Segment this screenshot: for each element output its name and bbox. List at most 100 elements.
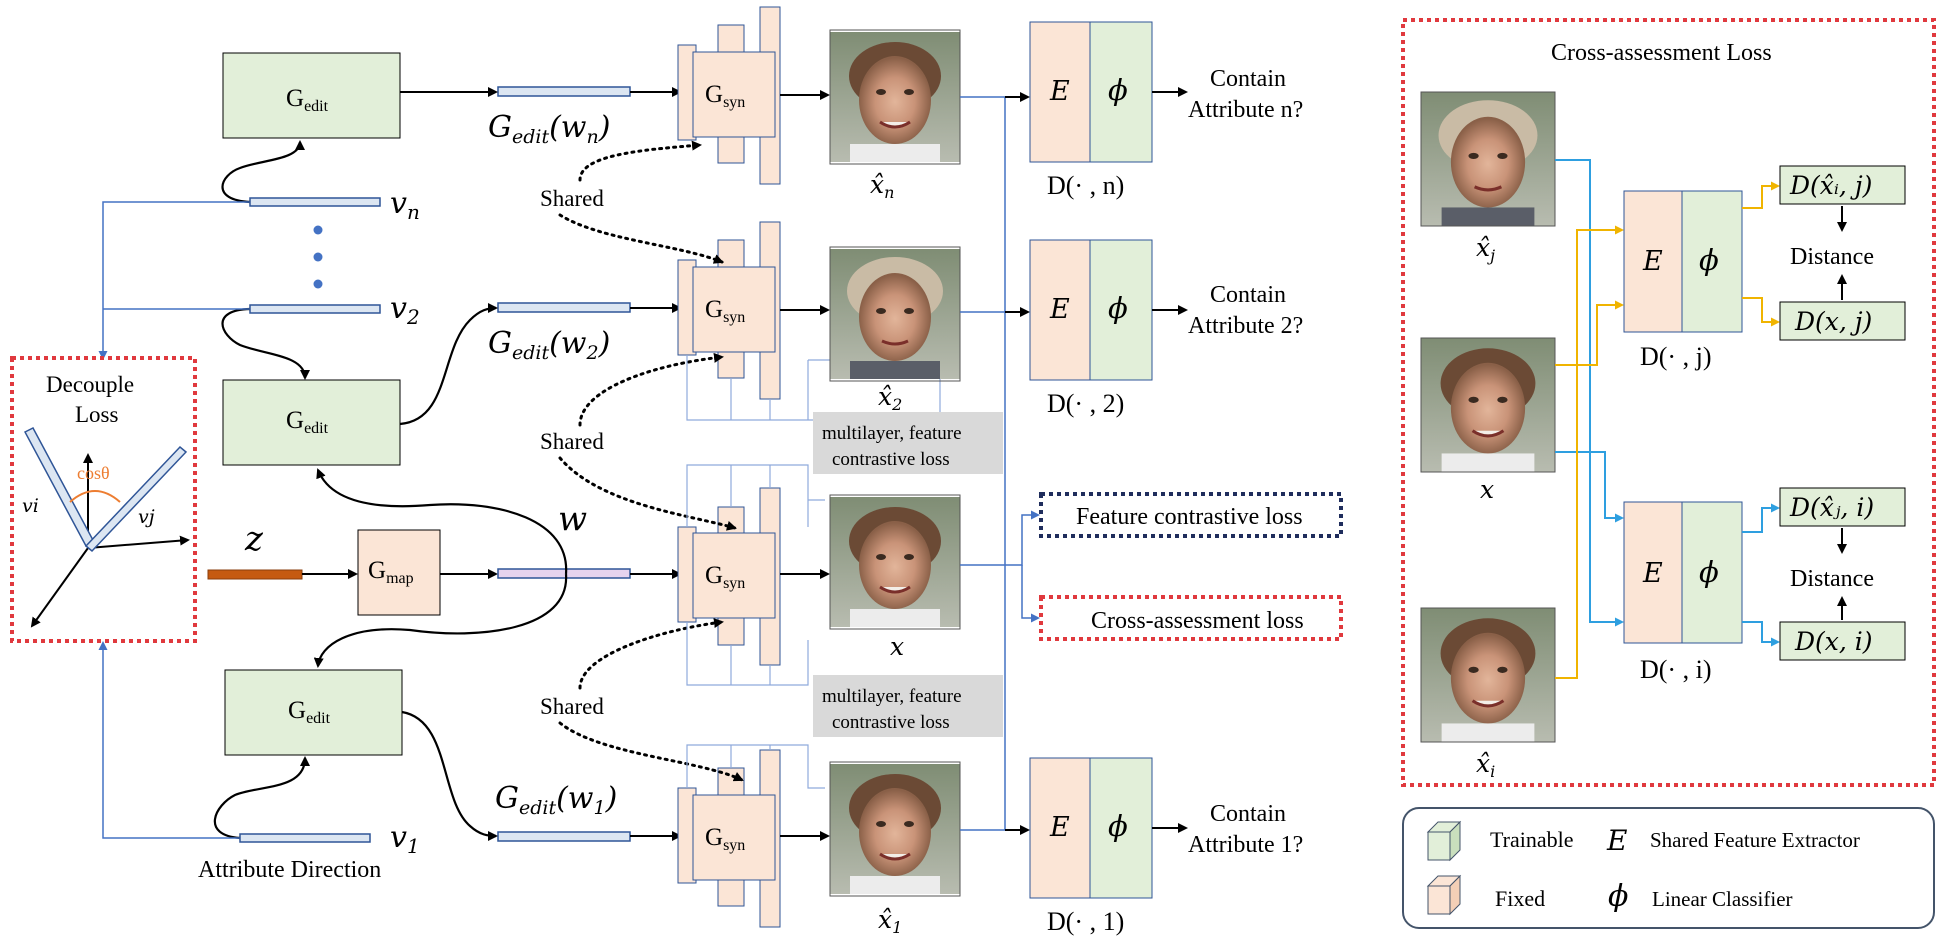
- panel-cyan-outputs: [1742, 503, 1780, 647]
- legend-box: Trainable Fixed E Shared Feature Extract…: [1402, 807, 1935, 929]
- shared-arrow-up-3: [578, 618, 724, 690]
- box-d-x-j: D(x, j): [1779, 301, 1906, 341]
- gsyn-stack-n: Gsyn: [677, 6, 781, 185]
- gsyn-1-label: Gsyn: [705, 824, 745, 854]
- vn-label: vn: [390, 186, 420, 224]
- contrastive-note-2-line2: contrastive loss: [832, 712, 950, 733]
- decouple-loss-box: Decouple Loss cosθ vi vj: [10, 356, 197, 643]
- attribute-direction-label: Attribute Direction: [198, 857, 381, 883]
- feature-contrastive-loss-label: Feature contrastive loss: [1076, 504, 1303, 530]
- gedit-block-2: Gedit: [222, 379, 401, 466]
- contrastive-note-2-line1: multilayer, feature: [822, 686, 962, 707]
- gsyn-x-label: Gsyn: [705, 562, 745, 592]
- disc-2-phi: ϕ: [1108, 291, 1128, 325]
- w-bar: [497, 568, 631, 579]
- cross-assessment-panel: Cross-assessment Loss x̂j x x̂i: [1401, 18, 1936, 787]
- z-bar: [207, 569, 303, 580]
- output-1-line2: Attribute 1?: [1188, 832, 1303, 858]
- label-d-x-i: D(x, i): [1794, 627, 1873, 656]
- ellipsis-dot: [313, 225, 323, 235]
- image-x2: [829, 246, 961, 382]
- panel-image-xi: [1420, 607, 1556, 743]
- axis-right: [87, 535, 190, 549]
- panel-image-xj: [1420, 91, 1556, 227]
- loop-v1-to-gedit: [213, 756, 310, 840]
- gedit-n-label: Gedit: [286, 85, 329, 115]
- panel-disc-i-e: E: [1642, 558, 1663, 589]
- panel-xj-caption: x̂j: [1476, 233, 1495, 265]
- panel-cyan-routes: [1555, 159, 1624, 627]
- panel-disc-i: E ϕ D(· , i): [1623, 501, 1743, 684]
- vj-label: vj: [138, 506, 155, 528]
- image-to-disc-connectors: [960, 96, 1040, 831]
- output-n-line2: Attribute n?: [1188, 97, 1303, 123]
- disc-1-e: E: [1049, 812, 1070, 843]
- panel-x-caption: x: [1480, 475, 1494, 504]
- panel-xi-caption: x̂i: [1476, 749, 1495, 781]
- connector-v1-decouple: [98, 641, 240, 839]
- box-d-xhat-i-j: D(x̂ᵢ, j): [1779, 165, 1906, 205]
- panel-disc-i-label: D(· , i): [1640, 655, 1711, 684]
- gedit-block-1: Gedit: [224, 669, 403, 756]
- panel-disc-j-phi: ϕ: [1699, 243, 1719, 277]
- legend-e-symbol: E: [1606, 824, 1627, 857]
- distance-j-label: Distance: [1790, 244, 1874, 270]
- cos-theta-label: cosθ: [77, 463, 110, 483]
- legend-trainable-label: Trainable: [1490, 827, 1574, 852]
- contrastive-note-1-line2: contrastive loss: [832, 449, 950, 470]
- ellipsis-dot: [313, 279, 323, 289]
- loop-w-to-gedit2: [316, 468, 568, 575]
- z-label: z: [244, 519, 264, 559]
- panel-disc-j-e: E: [1642, 246, 1663, 277]
- v1-label: v1: [390, 820, 420, 858]
- shared-label-1: Shared: [540, 186, 604, 211]
- x-caption: x: [890, 632, 904, 661]
- contrastive-note-1-line1: multilayer, feature: [822, 423, 962, 444]
- vn-bar: [249, 197, 381, 207]
- label-d-xhat-j-i: D(x̂ⱼ, i): [1789, 493, 1874, 522]
- axis-down-left: [30, 547, 89, 628]
- loop-vn-to-gedit: [221, 140, 305, 204]
- feature-taps-x-bottom: [686, 622, 809, 686]
- gsyn-2-label: Gsyn: [705, 296, 745, 326]
- shared-arrow-up-2: [578, 352, 724, 427]
- label-d-xhat-i-j: D(x̂ᵢ, j): [1789, 171, 1872, 200]
- panel-disc-j-label: D(· , j): [1640, 342, 1711, 371]
- disc-n-phi: ϕ: [1108, 73, 1128, 107]
- feature-taps-x-top: [686, 464, 825, 527]
- distance-i-label: Distance: [1790, 566, 1874, 592]
- ellipsis-dot: [313, 252, 323, 262]
- vi-label: vi: [22, 495, 39, 517]
- connector-vn-decouple: [98, 201, 250, 360]
- vi-bar: [23, 427, 96, 547]
- label-d-x-j: D(x, j): [1794, 307, 1872, 336]
- cross-assessment-loss-label: Cross-assessment loss: [1091, 608, 1304, 634]
- shared-label-2: Shared: [540, 429, 604, 454]
- arrow-gedit-to-w1: [401, 710, 498, 841]
- shared-arrow-up-1: [578, 140, 702, 182]
- v2-bar: [249, 304, 381, 314]
- gedit-2-label: Gedit: [286, 407, 329, 437]
- arrow-gedit-to-w2: [399, 303, 498, 426]
- gsyn-n-label: Gsyn: [705, 81, 745, 111]
- image-xn: [829, 29, 961, 165]
- image-x1: [829, 761, 961, 897]
- trainable-cube-icon: [1426, 820, 1462, 862]
- box-d-xhat-j-i: D(x̂ⱼ, i): [1779, 487, 1906, 527]
- w-label: w: [558, 499, 587, 539]
- gsyn-stack-2: Gsyn: [677, 221, 781, 400]
- feature-taps-1: [686, 744, 825, 789]
- legend-fixed-label: Fixed: [1495, 886, 1545, 911]
- disc-n-label: D(· , n): [1047, 171, 1124, 200]
- vj-bar: [84, 445, 188, 553]
- x1-caption: x̂1: [878, 905, 902, 937]
- gedit-w2-bar: [497, 302, 631, 313]
- v2-label: v2: [390, 291, 420, 329]
- gsyn-stack-1: Gsyn: [677, 749, 781, 928]
- gedit-w2-label: Gedit(w2): [488, 326, 610, 364]
- feature-contrastive-loss-box: Feature contrastive loss: [1039, 492, 1343, 538]
- contrastive-note-1: multilayer, feature contrastive loss: [813, 412, 1003, 474]
- loop-v2-to-gedit: [221, 307, 310, 380]
- legend-phi-label: Linear Classifier: [1652, 887, 1793, 911]
- shared-arrow-down-1: [558, 213, 724, 264]
